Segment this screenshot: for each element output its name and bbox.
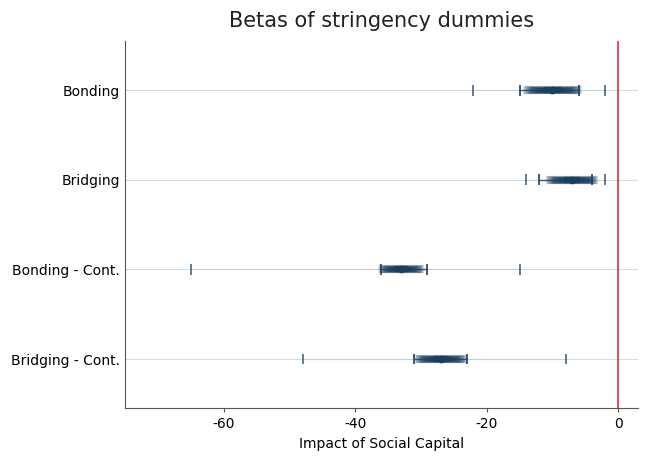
Title: Betas of stringency dummies: Betas of stringency dummies: [229, 11, 534, 31]
X-axis label: Impact of Social Capital: Impact of Social Capital: [299, 437, 464, 451]
